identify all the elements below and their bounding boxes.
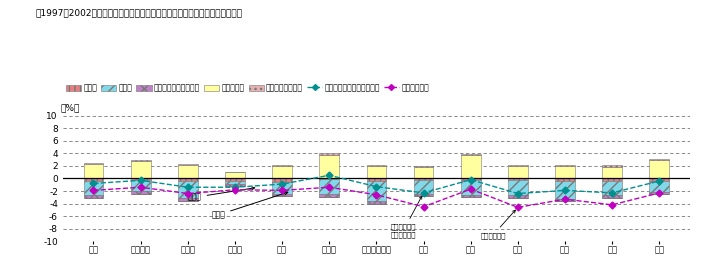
Bar <box>602 165 622 167</box>
Bar <box>602 195 622 198</box>
Text: 建設業: 建設業 <box>188 187 255 202</box>
Bar <box>319 178 339 179</box>
Bar <box>602 167 622 178</box>
Bar <box>508 196 528 198</box>
Bar <box>367 165 386 166</box>
Bar <box>178 181 197 198</box>
Bar <box>414 180 434 194</box>
Text: （%）: （%） <box>60 103 80 112</box>
Bar <box>272 194 292 196</box>
Bar <box>178 165 197 178</box>
Bar <box>461 195 481 197</box>
Bar <box>319 155 339 178</box>
Bar <box>508 165 528 166</box>
Bar <box>414 167 434 178</box>
Bar <box>84 178 104 181</box>
Bar <box>649 160 669 178</box>
Bar <box>461 155 481 178</box>
Bar <box>414 178 434 180</box>
Bar <box>555 178 575 181</box>
Bar <box>130 160 151 161</box>
Bar <box>178 198 197 201</box>
Bar <box>461 154 481 155</box>
Bar <box>461 178 481 180</box>
Bar <box>508 180 528 196</box>
Bar <box>84 164 104 178</box>
Bar <box>555 166 575 178</box>
Text: （1997～2002年）「製造業就業者は引き続き減少、建設業就業者も減少。」: （1997～2002年）「製造業就業者は引き続き減少、建設業就業者も減少。」 <box>35 8 243 17</box>
Bar <box>555 181 575 199</box>
Bar <box>367 181 386 201</box>
Text: 製造業: 製造業 <box>212 192 288 219</box>
Bar <box>649 192 669 194</box>
Bar <box>272 178 292 182</box>
Bar <box>130 178 151 180</box>
Bar <box>649 178 669 181</box>
Bar <box>555 165 575 166</box>
Bar <box>602 181 622 195</box>
Bar <box>367 201 386 204</box>
Bar <box>130 161 151 178</box>
Bar <box>130 191 151 194</box>
Bar <box>367 166 386 178</box>
Bar <box>319 179 339 194</box>
Bar <box>414 166 434 167</box>
Bar <box>649 159 669 160</box>
Legend: 建設業, 製造業, 卸売・小売業、飲食店, サービス業, その他の非農林業, 就業者増加率（非農林業）, 雇用者増加率: 建設業, 製造業, 卸売・小売業、飲食店, サービス業, その他の非農林業, 就… <box>63 80 432 95</box>
Bar <box>649 181 669 192</box>
Bar <box>319 194 339 197</box>
Bar <box>225 181 245 185</box>
Bar <box>84 195 104 198</box>
Bar <box>178 164 197 165</box>
Bar <box>555 199 575 201</box>
Bar <box>84 163 104 164</box>
Bar <box>225 178 245 181</box>
Text: 就業者増加率
（非農林業）: 就業者増加率 （非農林業） <box>391 196 422 238</box>
Text: 雇用者増加率: 雇用者増加率 <box>480 210 515 238</box>
Bar <box>178 178 197 181</box>
Bar <box>272 165 292 166</box>
Bar <box>130 180 151 191</box>
Bar <box>367 178 386 181</box>
Bar <box>225 172 245 178</box>
Bar <box>508 178 528 180</box>
Bar <box>272 166 292 178</box>
Bar <box>461 180 481 195</box>
Bar <box>508 166 528 178</box>
Bar <box>602 178 622 181</box>
Bar <box>84 181 104 195</box>
Bar <box>319 153 339 155</box>
Bar <box>225 185 245 186</box>
Bar <box>414 194 434 196</box>
Bar <box>272 182 292 194</box>
